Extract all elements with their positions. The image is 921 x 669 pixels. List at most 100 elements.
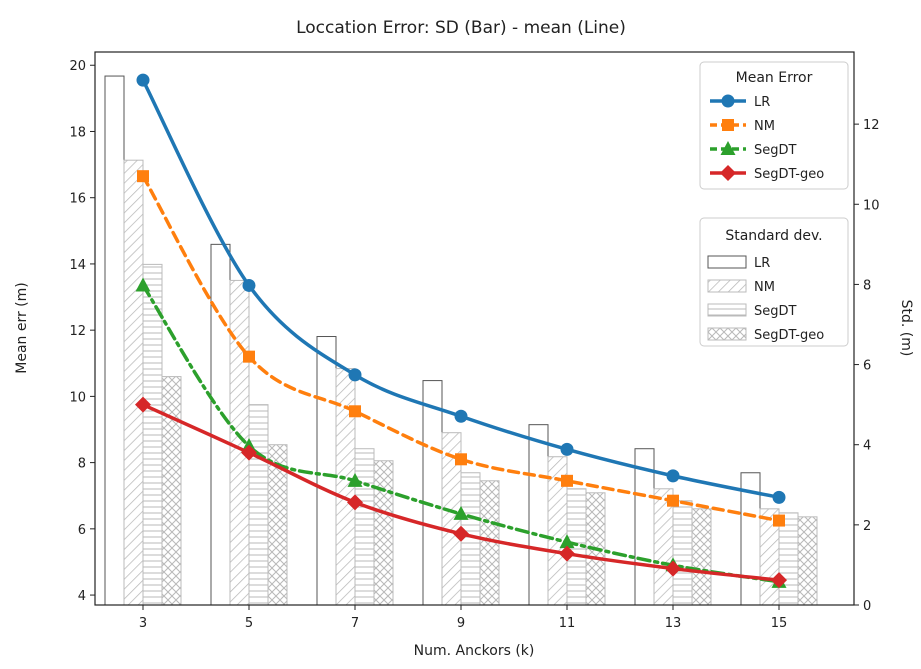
y-axis-label-left: Mean err (m) xyxy=(14,282,30,374)
y-left-tick-label-20: 20 xyxy=(69,59,86,74)
y-axis-label-right: Std. (m) xyxy=(898,300,914,357)
std-bar-NM-3 xyxy=(123,159,144,606)
mean-legend-item-NM: NM xyxy=(710,119,775,134)
mean-point-NM-13 xyxy=(667,494,679,507)
std-legend-item-SegDT-geo: SegDT-geo xyxy=(707,327,824,343)
std-legend-item-LR: LR xyxy=(707,255,770,271)
y-left-tick-label-18: 18 xyxy=(69,125,86,140)
y-right-tick-label-6: 6 xyxy=(863,359,871,374)
mean-point-LR-5 xyxy=(242,278,256,292)
y-right-tick-label-10: 10 xyxy=(863,198,880,213)
mean-series-SegDT-geo xyxy=(135,396,787,589)
mean-point-NM-11 xyxy=(561,474,573,487)
mean-point-NM-15 xyxy=(773,514,785,527)
mean-point-NM-7 xyxy=(349,405,361,418)
mean-legend-item-SegDT-geo: SegDT-geo xyxy=(710,165,824,182)
mean-legend-marker-SegDT xyxy=(720,141,736,155)
mean-legend-item-LR: LR xyxy=(710,94,770,110)
y-right-tick-label-8: 8 xyxy=(863,278,871,293)
x-axis-label: Num. Anckors (k) xyxy=(414,643,535,659)
mean-point-NM-3 xyxy=(137,170,149,183)
y-right-tick-label-4: 4 xyxy=(863,439,871,454)
mean-legend-label-SegDT-geo: SegDT-geo xyxy=(754,167,824,182)
x-tick-label-9: 9 xyxy=(457,616,465,631)
std-legend-item-NM: NM xyxy=(707,279,775,295)
y-right-tick-label-0: 0 xyxy=(863,599,871,614)
mean-legend-box xyxy=(699,61,849,190)
y-left-tick-label-16: 16 xyxy=(69,192,86,207)
chart-title: Loccation Error: SD (Bar) - mean (Line) xyxy=(296,18,626,38)
mean-legend-marker-SegDT-geo xyxy=(720,165,736,181)
std-legend-label-NM: NM xyxy=(754,280,775,295)
mean-point-SegDT-3 xyxy=(135,277,151,292)
std-bar-SegDT-5 xyxy=(248,404,269,606)
mean-series-NM xyxy=(137,170,785,527)
std-bar-LR-7 xyxy=(316,336,337,606)
mean-point-LR-7 xyxy=(348,368,362,382)
std-legend-label-SegDT: SegDT xyxy=(754,304,797,319)
mean-point-LR-11 xyxy=(560,442,574,456)
mean-legend-label-NM: NM xyxy=(754,119,775,134)
y-left-tick-label-10: 10 xyxy=(69,390,86,405)
y-left-tick-label-6: 6 xyxy=(78,523,86,538)
y-left-tick-label-12: 12 xyxy=(69,324,86,339)
mean-point-SegDT-geo-7 xyxy=(347,494,363,511)
mean-legend-item-SegDT: SegDT xyxy=(710,141,797,158)
mean-series-LR xyxy=(136,73,786,504)
mean-point-SegDT-geo-5 xyxy=(241,444,257,461)
mean-point-LR-3 xyxy=(136,73,150,87)
y-right-tick-label-12: 12 xyxy=(863,118,880,133)
std-bar-LR-9 xyxy=(422,380,443,606)
std-bar-LR-5 xyxy=(210,243,231,606)
std-bar-SegDT-geo-3 xyxy=(161,376,182,606)
mean-point-LR-13 xyxy=(666,469,680,483)
std-legend-item-SegDT: SegDT xyxy=(707,303,797,319)
std-bar-SegDT-geo-13 xyxy=(691,508,712,606)
std-bar-SegDT-13 xyxy=(672,500,693,606)
std-legend-label-LR: LR xyxy=(754,256,770,271)
std-legend: Standard dev. LR NM SegDT SegDT-geo xyxy=(699,217,849,347)
std-bar-LR-11 xyxy=(528,424,549,606)
mean-point-SegDT-11 xyxy=(559,534,575,549)
mean-point-NM-9 xyxy=(455,453,467,466)
x-tick-label-13: 13 xyxy=(665,616,682,631)
std-bar-SegDT-geo-15 xyxy=(797,516,818,606)
mean-legend-title: Mean Error xyxy=(736,70,813,86)
y-left-tick-label-8: 8 xyxy=(78,457,86,472)
x-tick-label-7: 7 xyxy=(351,616,359,631)
std-series-SegDT-geo xyxy=(161,376,818,606)
std-legend-swatch-LR xyxy=(707,255,747,269)
std-bar-SegDT-7 xyxy=(354,448,375,606)
x-tick-label-3: 3 xyxy=(139,616,147,631)
plot-frame xyxy=(94,51,855,606)
y-left-tick-label-14: 14 xyxy=(69,258,86,273)
mean-point-LR-15 xyxy=(772,490,786,504)
mean-point-SegDT-9 xyxy=(453,505,469,520)
y-left-tick-label-4: 4 xyxy=(78,589,86,604)
std-bar-SegDT-geo-7 xyxy=(373,460,394,606)
mean-legend-marker-LR xyxy=(721,94,735,108)
std-legend-title: Standard dev. xyxy=(725,228,822,244)
std-bar-SegDT-15 xyxy=(778,512,799,606)
std-legend-label-SegDT-geo: SegDT-geo xyxy=(754,328,824,343)
mean-point-LR-9 xyxy=(454,409,468,423)
std-legend-swatch-NM xyxy=(707,279,747,293)
mean-legend: Mean Error LR NM SegDT SegDT-geo xyxy=(699,61,849,190)
mean-point-SegDT-geo-15 xyxy=(771,572,787,589)
x-tick-label-15: 15 xyxy=(771,616,788,631)
mean-point-SegDT-geo-9 xyxy=(453,525,469,542)
std-legend-swatch-SegDT xyxy=(707,303,747,317)
x-tick-label-5: 5 xyxy=(245,616,253,631)
mean-point-SegDT-7 xyxy=(347,472,363,487)
x-tick-label-11: 11 xyxy=(559,616,576,631)
mean-point-NM-5 xyxy=(243,350,255,363)
std-bar-LR-3 xyxy=(104,75,125,606)
mean-legend-label-SegDT: SegDT xyxy=(754,143,797,158)
mean-legend-label-LR: LR xyxy=(754,95,770,110)
y-right-tick-label-2: 2 xyxy=(863,519,871,534)
mean-legend-marker-NM xyxy=(722,119,734,131)
mean-point-SegDT-geo-13 xyxy=(665,560,681,577)
mean-point-SegDT-geo-11 xyxy=(559,545,575,562)
std-legend-swatch-SegDT-geo xyxy=(707,327,747,341)
